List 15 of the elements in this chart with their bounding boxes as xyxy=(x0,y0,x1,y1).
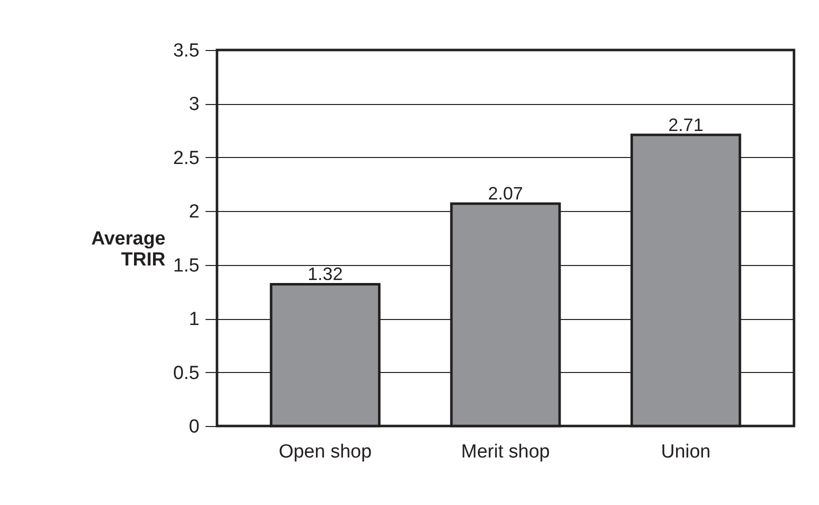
y-tick-label: 3 xyxy=(188,94,200,116)
y-tick-label: 2 xyxy=(188,202,200,223)
data-label: 2.71 xyxy=(668,114,704,135)
data-label: 2.07 xyxy=(488,184,524,204)
y-tick-label: 0.5 xyxy=(173,362,200,384)
y-tick-label: 0 xyxy=(188,416,200,438)
y-tick-label: 2.5 xyxy=(173,148,200,169)
y-tick-label: 3.5 xyxy=(173,40,200,62)
x-tick-label: Union xyxy=(660,442,711,462)
x-tick-label: Open shop xyxy=(278,442,372,462)
y-tick-label: 1 xyxy=(188,309,200,330)
data-label: 1.32 xyxy=(308,264,343,284)
x-tick-label: Merit shop xyxy=(461,442,550,462)
y-axis-title: Average TRIR xyxy=(91,228,166,270)
y-tick-label: 1.5 xyxy=(173,255,200,276)
